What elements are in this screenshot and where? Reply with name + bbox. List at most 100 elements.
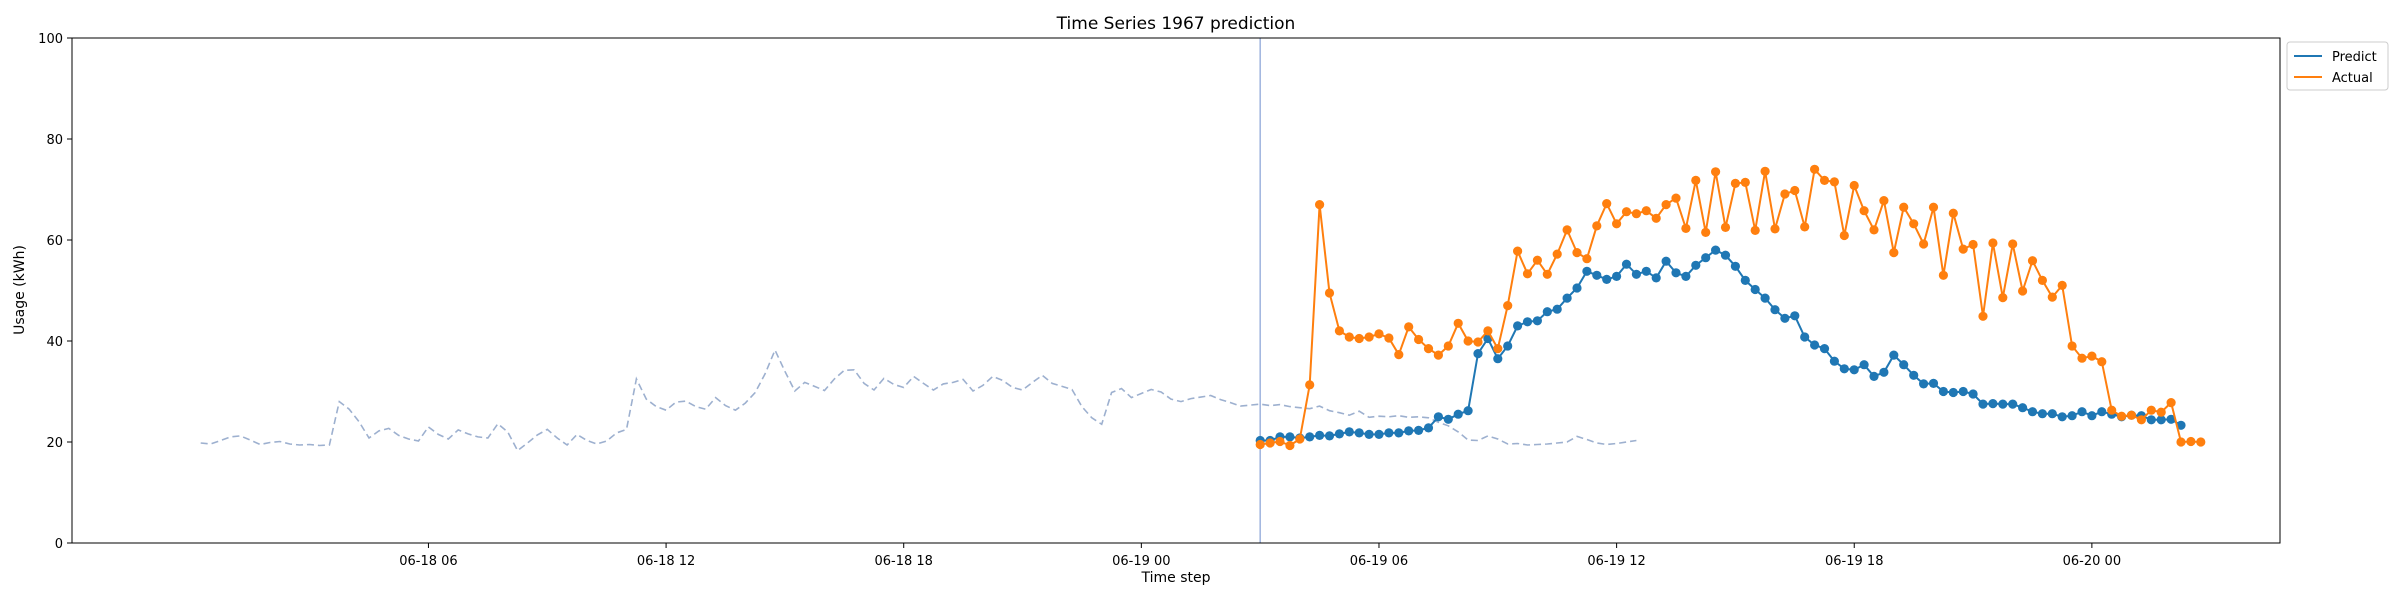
actual-data-point [1869, 225, 1879, 235]
predict-data-point [1374, 429, 1384, 439]
predict-data-point [1879, 367, 1889, 377]
predict-data-point [1958, 386, 1968, 397]
actual-data-point [1948, 208, 1958, 218]
actual-data-point [1701, 227, 1711, 237]
actual-data-point [1275, 436, 1285, 447]
actual-data-point [1562, 225, 1572, 235]
predict-data-point [1641, 266, 1651, 276]
actual-data-point [1354, 333, 1364, 344]
y-tick-label: 40 [46, 335, 63, 350]
actual-data-point [1423, 344, 1434, 354]
predict-data-point [1463, 406, 1473, 416]
actual-data-point [2067, 341, 2077, 351]
predict-data-point [1582, 266, 1592, 276]
actual-data-point [2097, 357, 2107, 367]
actual-data-point [1750, 225, 1760, 235]
predict-data-point [1542, 307, 1552, 317]
predict-data-point [1285, 432, 1295, 442]
predict-data-point [1988, 399, 1998, 409]
actual-data-point [1493, 344, 1503, 354]
actual-data-point [1414, 334, 1424, 345]
x-tick-label: 06-18 18 [874, 554, 932, 569]
actual-data-point [1909, 219, 1919, 229]
predict-data-point [1443, 414, 1453, 424]
predict-data-point [1532, 316, 1542, 326]
predict-data-point [1344, 427, 1354, 437]
actual-data-point [1899, 202, 1909, 212]
predict-data-point [2027, 407, 2038, 417]
x-tick-label: 06-19 12 [1587, 554, 1645, 569]
legend: Predict Actual [2286, 41, 2389, 91]
actual-data-point [1364, 332, 1374, 342]
actual-data-point [1651, 213, 1661, 223]
predict-data-point [1315, 430, 1325, 440]
predict-data-point [1770, 305, 1780, 315]
predict-data-point [1810, 340, 1820, 350]
actual-data-point [1889, 248, 1899, 258]
actual-data-point [1265, 438, 1275, 448]
predict-data-point [1859, 360, 1869, 370]
predict-data-point [2077, 407, 2087, 417]
predict-data-point [1730, 261, 1740, 271]
predict-data-point [1938, 386, 1948, 397]
actual-data-point [1859, 206, 1869, 216]
predict-data-point [1790, 311, 1800, 321]
actual-data-point [2018, 286, 2028, 296]
actual-data-point [1602, 199, 1612, 209]
predict-data-point [1829, 356, 1839, 366]
predict-data-point [1592, 270, 1602, 280]
actual-data-point [1542, 269, 1552, 279]
predict-data-point [2146, 415, 2156, 425]
predict-data-point [1681, 271, 1691, 281]
actual-data-point [1711, 167, 1721, 177]
actual-data-point [2037, 275, 2047, 285]
actual-data-point [1621, 207, 1632, 217]
y-tick-label: 60 [46, 234, 63, 249]
actual-data-point [1958, 244, 1968, 254]
predict-data-point [1780, 313, 1790, 323]
actual-data-point [1720, 222, 1731, 232]
x-tick-label: 06-18 06 [399, 554, 457, 569]
predict-data-point [1364, 429, 1374, 439]
predict-data-point [1305, 432, 1315, 442]
actual-data-point [1463, 336, 1473, 346]
actual-data-point [2136, 415, 2146, 425]
actual-data-point [1819, 175, 1830, 185]
x-tick-label: 06-19 18 [1825, 554, 1883, 569]
actual-data-point [1532, 255, 1542, 265]
actual-data-point [1681, 223, 1691, 233]
predict-data-point [1720, 250, 1731, 260]
predict-data-point [1948, 387, 1958, 398]
predict-data-point [2176, 420, 2186, 430]
predict-data-point [1433, 412, 1443, 422]
actual-data-point [1770, 224, 1780, 234]
y-tick-label: 20 [46, 436, 63, 451]
predict-data-point [1869, 371, 1879, 381]
actual-data-point [1513, 246, 1523, 256]
actual-data-point [1661, 200, 1671, 210]
actual-data-point [1404, 322, 1414, 332]
actual-data-point [1849, 180, 1859, 191]
actual-data-point [1829, 177, 1839, 187]
actual-data-point [1879, 196, 1889, 206]
x-tick-label: 06-18 12 [637, 554, 695, 569]
actual-data-point [2057, 280, 2067, 290]
predict-data-point [1324, 431, 1335, 441]
actual-data-point [2107, 405, 2117, 415]
predict-data-point [1998, 399, 2008, 409]
y-axis: 0 20 40 60 80 100 [38, 32, 72, 552]
actual-data-point [2126, 410, 2137, 420]
actual-data-point [2047, 292, 2057, 302]
predict-data-point [1661, 256, 1671, 266]
predict-data-point [1602, 274, 1612, 284]
predict-data-point [1849, 365, 1859, 375]
predict-data-point [1503, 341, 1513, 351]
predict-data-point [1394, 428, 1404, 438]
predict-data-point [1701, 253, 1711, 263]
predict-data-point [1404, 426, 1414, 436]
x-axis-label: Time step [1141, 570, 1211, 586]
actual-data-point [1938, 270, 1948, 280]
actual-data-point [1612, 219, 1622, 229]
